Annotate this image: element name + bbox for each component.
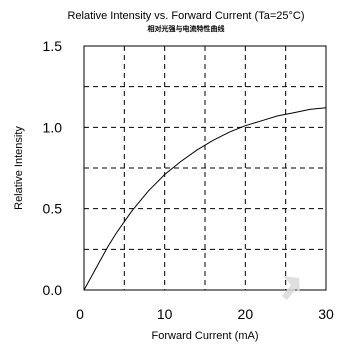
x-ticks: 0 10 20 30 [76, 306, 334, 322]
x-tick-label: 30 [318, 306, 334, 322]
grid [84, 46, 326, 290]
y-tick-label: 1.5 [43, 38, 63, 54]
x-tick-label: 20 [238, 306, 254, 322]
y-axis-label: Relative Intensity [13, 126, 25, 210]
plot-frame [83, 45, 327, 291]
x-tick-label: 0 [76, 306, 84, 322]
y-ticks: 0.0 0.5 1.0 1.5 [43, 38, 63, 298]
x-axis-label: Forward Current (mA) [152, 330, 259, 342]
chart-subtitle: 相对光强与电流特性曲线 [148, 24, 225, 33]
chart-title: Relative Intensity vs. Forward Current (… [67, 10, 304, 22]
series-line [83, 107, 327, 291]
x-tick-label: 10 [157, 306, 173, 322]
y-tick-label: 0.0 [43, 282, 63, 298]
y-tick-label: 0.5 [43, 201, 63, 217]
watermark-arrow-icon [282, 276, 300, 300]
y-tick-label: 1.0 [43, 119, 63, 135]
